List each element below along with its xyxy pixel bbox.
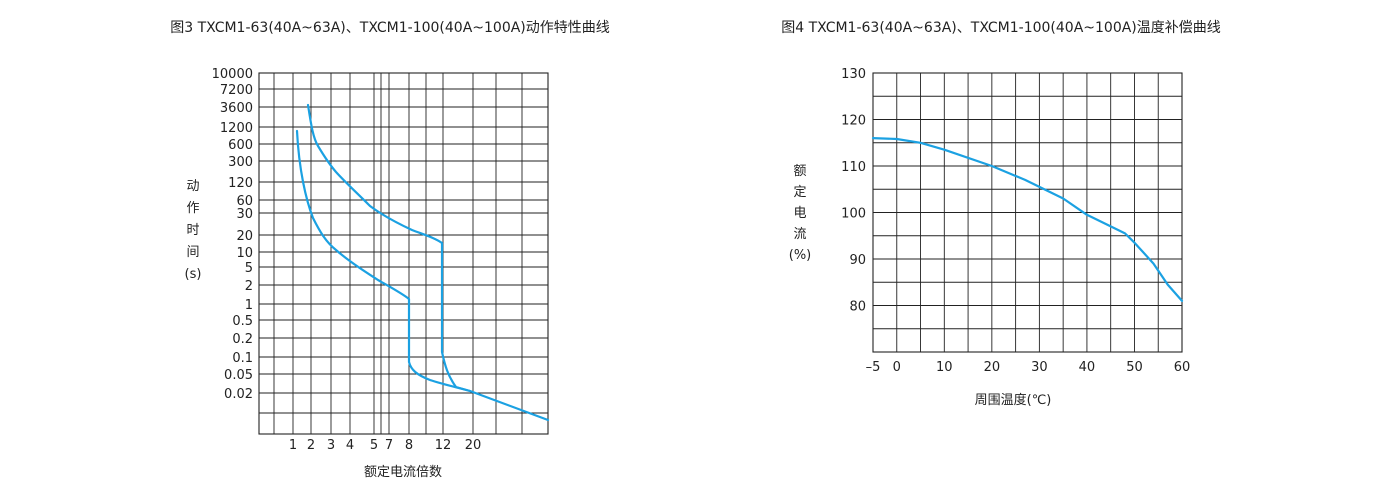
chart2-y-axis-label-char: 定: [793, 185, 806, 200]
chart2-x-tick-label: 40: [1079, 360, 1096, 375]
chart1-series-line: [295, 129, 550, 422]
chart1-x-tick-label: 5: [370, 438, 378, 453]
chart2-y-axis-label-char: 流: [793, 227, 806, 242]
chart1-x-axis-label: 额定电流倍数: [364, 465, 442, 480]
chart2-y-tick-label: 100: [841, 207, 866, 222]
chart1-y-tick-label: 0.5: [232, 314, 253, 329]
chart1-y-tick-label: 0.1: [232, 351, 253, 366]
chart1-y-axis-label-char: 间: [186, 245, 199, 260]
chart1-y-tick-label: 1: [245, 298, 253, 313]
chart1-y-tick-label: 10000: [212, 67, 253, 82]
chart1-y-axis-label-char: 时: [186, 223, 199, 238]
chart1-x-tick-label: 7: [385, 438, 393, 453]
chart1-y-tick-label: 600: [228, 138, 253, 153]
chart1-y-tick-label: 0.2: [232, 332, 253, 347]
chart2-x-tick-label: 60: [1174, 360, 1191, 375]
chart2-y-axis-label: 额定电流 (%): [789, 164, 812, 263]
chart1-x-tick-label: 12: [435, 438, 452, 453]
temperature-compensation-chart: 图4 TXCM1-63(40A~63A)、TXCM1-100(40A~100A)…: [781, 20, 1221, 408]
chart1-x-tick-label: 8: [405, 438, 413, 453]
chart2-y-axis-label-char: 额: [793, 164, 806, 179]
chart1-y-tick-label: 7200: [220, 83, 253, 98]
chart1-x-tick-label: 3: [327, 438, 335, 453]
chart2-y-tick-label: 110: [841, 160, 866, 175]
chart2-x-tick-label: 0: [893, 360, 901, 375]
chart1-y-axis-label-char: 作: [186, 201, 199, 216]
chart1-y-tick-label: 2: [245, 279, 253, 294]
chart2-y-ticks: 130 120 110 100 90 80: [841, 67, 866, 315]
chart1-y-tick-label: 3600: [220, 101, 253, 116]
chart1-y-tick-label: 300: [228, 155, 253, 170]
chart1-grid: [258, 72, 549, 435]
chart1-x-ticks: 1 2 3 4 5 7 8 12 20: [289, 438, 481, 453]
chart2-x-tick-label: 30: [1031, 360, 1048, 375]
chart2-x-tick-label: 20: [984, 360, 1001, 375]
chart1-x-tick-label: 2: [307, 438, 315, 453]
chart1-y-tick-label: 20: [236, 229, 253, 244]
chart1-x-tick-label: 1: [289, 438, 297, 453]
chart1-y-axis-label-char: (s): [185, 267, 202, 282]
chart2-x-tick-label: 50: [1126, 360, 1143, 375]
chart1-y-tick-label: 10: [236, 246, 253, 261]
chart2-y-tick-label: 130: [841, 67, 866, 82]
chart1-y-tick-label: 120: [228, 176, 253, 191]
chart1-y-tick-label: 1200: [220, 121, 253, 136]
chart2-y-axis-label-char: (%): [789, 248, 812, 263]
trip-characteristic-chart: 图3 TXCM1-63(40A~63A)、TXCM1-100(40A~100A)…: [170, 20, 610, 480]
chart2-x-tick-label: –5: [866, 360, 881, 375]
chart2-grid: [872, 72, 1183, 353]
chart2-series-line: [871, 137, 1184, 302]
chart2-x-axis-label: 周围温度(℃): [975, 392, 1052, 408]
chart1-y-tick-label: 0.05: [224, 368, 253, 383]
chart2-y-tick-label: 120: [841, 114, 866, 129]
chart1-series-line: [306, 103, 472, 393]
chart2-y-tick-label: 90: [849, 253, 866, 268]
chart2-x-tick-label: 10: [936, 360, 953, 375]
chart1-y-tick-label: 0.02: [224, 387, 253, 402]
chart1-series: [295, 103, 550, 422]
chart2-y-axis-label-char: 电: [793, 206, 806, 221]
chart1-y-tick-label: 60: [236, 194, 253, 209]
chart1-x-tick-label: 20: [465, 438, 482, 453]
chart1-y-axis-label-char: 动: [186, 179, 199, 194]
chart1-y-tick-label: 5: [245, 261, 253, 276]
chart1-y-tick-label: 30: [236, 207, 253, 222]
chart2-series: [871, 137, 1184, 302]
chart1-title: 图3 TXCM1-63(40A~63A)、TXCM1-100(40A~100A)…: [170, 20, 610, 36]
chart2-title: 图4 TXCM1-63(40A~63A)、TXCM1-100(40A~100A)…: [781, 20, 1221, 36]
chart2-x-ticks: –5 0 10 20 30 40 50 60: [866, 360, 1191, 375]
chart2-y-tick-label: 80: [849, 300, 866, 315]
chart1-x-tick-label: 4: [346, 438, 354, 453]
